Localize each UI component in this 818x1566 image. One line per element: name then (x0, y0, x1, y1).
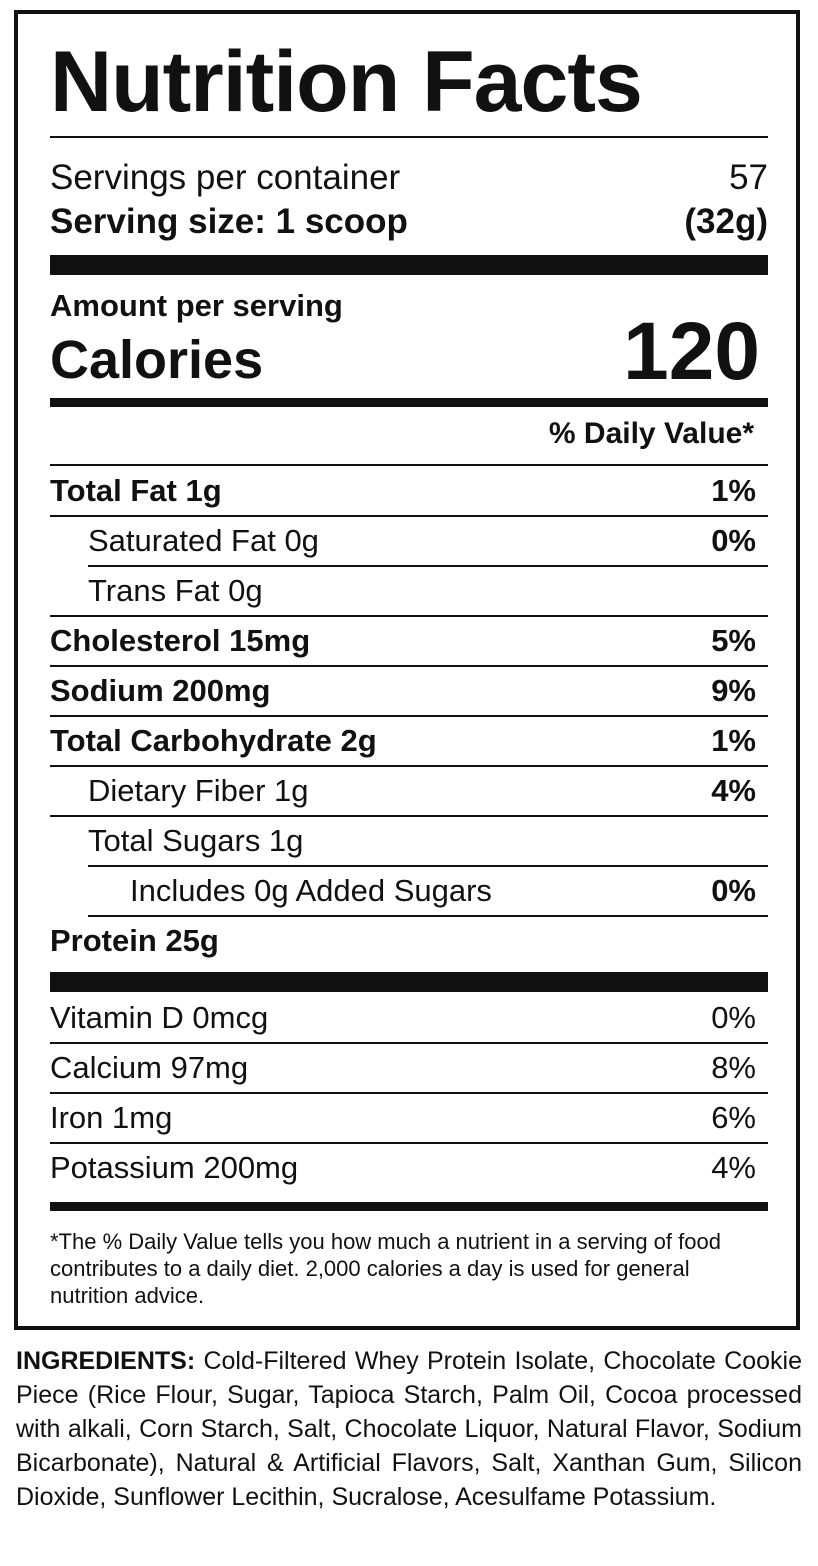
vitamin-dv: 4% (711, 1150, 756, 1185)
nutrient-rows: Total Fat 1g 1% Saturated Fat 0g 0% Trans … (50, 467, 768, 965)
nutrient-label: Sodium 200mg (50, 673, 271, 708)
vitamin-dv: 0% (711, 1000, 756, 1035)
vitamin-row: Vitamin D 0mcg 0% (50, 994, 768, 1044)
rule (50, 136, 768, 138)
nutrient-row: Total Carbohydrate 2g 1% (50, 717, 768, 767)
calories-value: 120 (623, 306, 760, 397)
nutrient-label: Total Carbohydrate 2g (50, 723, 377, 758)
nutrient-dv: 1% (711, 473, 756, 508)
nutrient-dv: 4% (711, 773, 756, 808)
nutrient-label: Cholesterol 15mg (50, 623, 311, 658)
nutrient-row: Total Fat 1g 1% (50, 467, 768, 517)
ingredients: INGREDIENTS: Cold-Filtered Whey Protein … (16, 1344, 802, 1514)
nutrient-dv: 1% (711, 723, 756, 758)
nutrient-row: Includes 0g Added Sugars 0% (88, 867, 768, 917)
vitamin-dv: 8% (711, 1050, 756, 1085)
daily-value-header: % Daily Value* (548, 417, 754, 450)
nutrient-row: Protein 25g (50, 917, 768, 965)
servings-value: 57 (729, 158, 768, 197)
nutrient-label: Includes 0g Added Sugars (130, 873, 492, 908)
medium-rule (50, 1202, 768, 1211)
nutrient-label: Total Fat 1g (50, 473, 222, 508)
servings-label: Servings per container (50, 158, 401, 197)
vitamin-row: Iron 1mg 6% (50, 1094, 768, 1144)
vitamin-label: Vitamin D 0mcg (50, 1000, 269, 1035)
nutrient-row: Total Sugars 1g (88, 817, 768, 867)
serving-size-value: (32g) (684, 202, 768, 241)
vitamin-row: Potassium 200mg 4% (50, 1144, 768, 1192)
nutrient-dv: 0% (711, 873, 756, 908)
nutrient-dv: 9% (711, 673, 756, 708)
serving-size-row: Serving size: 1 scoop (32g) (50, 200, 768, 244)
vitamin-rows: Vitamin D 0mcg 0% Calcium 97mg 8% Iron 1mg… (50, 994, 768, 1192)
nutrient-dv: 5% (711, 623, 756, 658)
nutrient-row: Trans Fat 0g (50, 567, 768, 617)
nutrient-row: Cholesterol 15mg 5% (50, 617, 768, 667)
nutrition-label: Nutrition Facts Servings per container 5… (14, 10, 800, 1330)
thick-rule (50, 255, 768, 275)
servings-row: Servings per container 57 (50, 156, 768, 200)
nutrient-row: Sodium 200mg 9% (50, 667, 768, 717)
footnote: *The % Daily Value tells you how much a … (50, 1229, 721, 1308)
ingredients-text: Cold-Filtered Whey Protein Isolate, Choc… (16, 1347, 802, 1511)
rule (50, 464, 768, 466)
nutrient-row: Saturated Fat 0g 0% (88, 517, 768, 567)
ingredients-label: INGREDIENTS: (16, 1347, 196, 1375)
title: Nutrition Facts (50, 34, 643, 130)
nutrient-row: Dietary Fiber 1g 4% (50, 767, 768, 817)
nutrient-label: Saturated Fat 0g (88, 523, 319, 558)
calories-label: Calories (50, 330, 264, 390)
nutrient-label: Dietary Fiber 1g (88, 773, 309, 808)
serving-size-label: Serving size: 1 scoop (50, 202, 408, 241)
vitamin-label: Iron 1mg (50, 1100, 173, 1135)
medium-rule (50, 398, 768, 407)
calories-row: Calories 120 (50, 306, 768, 397)
nutrient-label: Trans Fat 0g (88, 573, 263, 608)
vitamin-label: Potassium 200mg (50, 1150, 299, 1185)
nutrient-label: Total Sugars 1g (88, 823, 304, 858)
nutrient-label: Protein 25g (50, 923, 219, 958)
vitamin-label: Calcium 97mg (50, 1050, 249, 1085)
vitamin-row: Calcium 97mg 8% (50, 1044, 768, 1094)
vitamin-dv: 6% (711, 1100, 756, 1135)
nutrient-dv: 0% (711, 523, 756, 558)
amount-label: Amount per serving (50, 288, 343, 323)
thick-rule (50, 972, 768, 992)
